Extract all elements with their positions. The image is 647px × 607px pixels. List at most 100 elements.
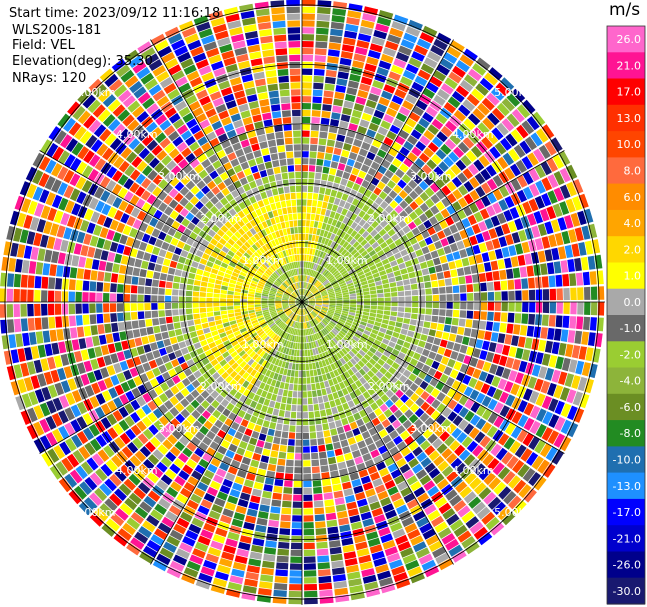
- velocity-gate: [506, 113, 520, 128]
- velocity-gate: [303, 261, 306, 268]
- velocity-gate: [434, 521, 448, 533]
- velocity-gate: [287, 341, 292, 348]
- velocity-gate: [514, 243, 524, 255]
- velocity-gate: [200, 499, 213, 509]
- velocity-gate: [90, 358, 99, 370]
- velocity-gate: [222, 478, 233, 488]
- velocity-gate: [239, 271, 247, 277]
- velocity-gate: [320, 409, 327, 417]
- velocity-gate: [431, 360, 440, 370]
- velocity-gate: [89, 292, 96, 302]
- velocity-gate: [73, 243, 83, 255]
- velocity-gate: [330, 553, 343, 562]
- velocity-gate: [144, 441, 156, 453]
- velocity-gate: [263, 261, 270, 268]
- velocity-gate: [419, 213, 428, 223]
- velocity-gate: [264, 227, 271, 235]
- velocity-gate: [422, 428, 433, 439]
- velocity-gate: [174, 45, 189, 57]
- velocity-gate: [570, 302, 577, 315]
- velocity-gate: [371, 375, 380, 383]
- velocity-gate: [143, 214, 153, 224]
- velocity-gate: [243, 280, 251, 285]
- velocity-gate: [126, 330, 134, 340]
- velocity-gate: [346, 564, 360, 574]
- velocity-gate: [474, 302, 481, 310]
- velocity-gate: [322, 306, 329, 309]
- velocity-gate: [34, 389, 45, 403]
- velocity-gate: [322, 269, 328, 276]
- velocity-gate: [155, 357, 164, 367]
- velocity-gate: [508, 290, 515, 301]
- velocity-gate: [49, 465, 63, 480]
- velocity-gate: [246, 508, 258, 517]
- velocity-gate: [280, 339, 286, 346]
- velocity-gate: [227, 286, 235, 292]
- velocity-gate: [289, 302, 296, 304]
- velocity-gate: [311, 311, 317, 316]
- velocity-gate: [141, 202, 152, 213]
- velocity-gate: [392, 265, 400, 272]
- velocity-gate: [336, 359, 343, 367]
- velocity-gate: [95, 393, 106, 405]
- velocity-gate: [448, 151, 460, 163]
- velocity-gate: [504, 381, 514, 393]
- velocity-gate: [181, 573, 196, 585]
- velocity-gate: [163, 541, 177, 553]
- velocity-gate: [329, 225, 335, 233]
- velocity-gate: [70, 327, 78, 339]
- velocity-gate: [313, 309, 319, 314]
- velocity-gate: [275, 423, 283, 431]
- velocity-gate: [402, 100, 414, 111]
- velocity-gate: [323, 90, 334, 98]
- velocity-gate: [169, 176, 180, 187]
- velocity-gate: [169, 210, 179, 220]
- velocity-gate: [449, 440, 461, 452]
- velocity-gate: [265, 317, 273, 323]
- velocity-gate: [238, 440, 248, 450]
- velocity-gate: [444, 138, 457, 150]
- velocity-gate: [312, 289, 319, 294]
- velocity-gate: [389, 200, 399, 209]
- velocity-gate: [264, 283, 272, 288]
- velocity-gate: [487, 291, 495, 301]
- velocity-gate: [308, 300, 316, 302]
- velocity-gate: [478, 487, 492, 500]
- velocity-gate: [179, 283, 187, 290]
- velocity-gate: [267, 211, 274, 219]
- velocity-gate: [324, 358, 330, 366]
- velocity-gate: [361, 568, 375, 578]
- velocity-gate: [370, 305, 377, 310]
- velocity-gate: [199, 119, 210, 130]
- velocity-gate: [177, 356, 186, 365]
- velocity-gate: [486, 386, 497, 398]
- velocity-gate: [483, 262, 492, 272]
- velocity-gate: [342, 261, 350, 267]
- velocity-gate: [191, 216, 200, 226]
- velocity-gate: [367, 443, 377, 452]
- velocity-gate: [236, 318, 244, 324]
- velocity-gate: [316, 13, 331, 21]
- velocity-gate: [334, 176, 342, 184]
- velocity-gate: [180, 347, 189, 355]
- velocity-gate: [155, 114, 168, 126]
- velocity-gate: [235, 284, 242, 290]
- velocity-gate: [344, 263, 352, 270]
- velocity-gate: [210, 390, 220, 399]
- velocity-gate: [388, 147, 398, 157]
- velocity-gate: [221, 551, 235, 561]
- velocity-gate: [309, 151, 317, 159]
- velocity-gate: [245, 336, 252, 343]
- velocity-gate: [566, 389, 577, 404]
- velocity-gate: [541, 427, 553, 441]
- velocity-gate: [418, 289, 425, 295]
- velocity-gate: [213, 350, 222, 358]
- velocity-gate: [441, 197, 451, 208]
- velocity-gate: [247, 304, 255, 308]
- velocity-gate: [82, 303, 89, 314]
- velocity-gate: [479, 208, 490, 220]
- velocity-gate: [403, 279, 410, 286]
- velocity-gate: [84, 476, 98, 491]
- velocity-gate: [355, 267, 363, 274]
- velocity-gate: [414, 377, 423, 386]
